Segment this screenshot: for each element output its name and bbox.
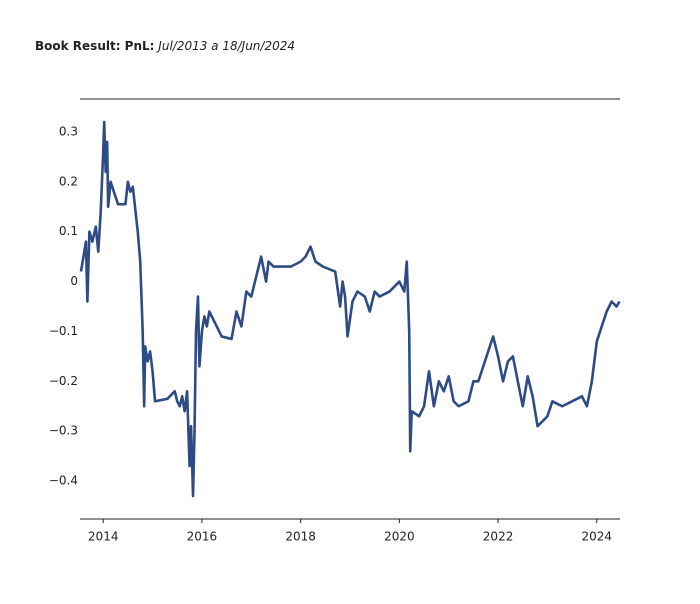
y-tick-label: 0.1 — [59, 224, 78, 238]
chart-title: Book Result: PnL: — [35, 39, 154, 53]
y-tick-label: −0.2 — [49, 374, 78, 388]
y-tick-label: −0.4 — [49, 474, 78, 488]
y-tick-label: 0.3 — [59, 124, 78, 138]
x-tick-label: 2024 — [582, 530, 613, 544]
x-tick-label: 2016 — [187, 530, 218, 544]
y-tick-label: 0 — [70, 274, 78, 288]
y-tick-label: 0.2 — [59, 174, 78, 188]
y-tick-label: −0.1 — [49, 324, 78, 338]
x-tick-label: 2018 — [285, 530, 316, 544]
x-tick-label: 2014 — [88, 530, 119, 544]
chart-title-group: Book Result: PnL: Jul/2013 a 18/Jun/2024 — [35, 39, 295, 53]
x-tick-label: 2022 — [483, 530, 514, 544]
data-line — [79, 120, 621, 498]
x-tick-label: 2020 — [384, 530, 415, 544]
chart-subtitle: Jul/2013 a 18/Jun/2024 — [156, 39, 295, 53]
y-tick-label: −0.3 — [49, 424, 78, 438]
